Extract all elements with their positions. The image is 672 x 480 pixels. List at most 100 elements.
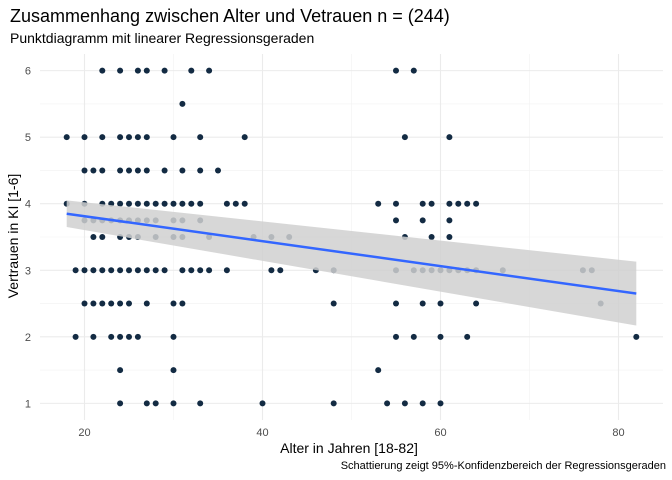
data-point xyxy=(126,200,132,207)
data-point xyxy=(464,333,471,340)
data-point xyxy=(223,267,230,274)
data-point xyxy=(117,267,124,274)
data-point xyxy=(277,267,284,274)
y-tick-label: 1 xyxy=(25,398,31,410)
data-point xyxy=(410,67,417,74)
data-point xyxy=(188,200,195,207)
data-point xyxy=(108,267,115,274)
data-point xyxy=(419,200,426,207)
data-point xyxy=(117,333,124,340)
data-point xyxy=(134,267,141,274)
data-point xyxy=(232,200,239,207)
data-point xyxy=(330,300,337,307)
data-point xyxy=(134,167,141,174)
data-point xyxy=(375,367,382,374)
chart-caption: Schattierung zeigt 95%-Konfidenzbereich … xyxy=(340,460,666,472)
y-tick-label: 2 xyxy=(25,332,31,344)
data-point xyxy=(99,134,106,141)
data-point xyxy=(206,67,213,74)
data-point xyxy=(268,267,275,274)
data-point xyxy=(134,67,141,74)
data-point xyxy=(143,300,150,307)
confidence-band-group xyxy=(66,200,637,326)
data-point xyxy=(179,300,186,307)
data-point xyxy=(464,200,471,207)
data-point xyxy=(473,300,480,307)
data-point xyxy=(446,217,453,224)
chart-subtitle: Punktdiagramm mit linearer Regressionsge… xyxy=(10,30,315,46)
y-tick-label: 6 xyxy=(25,66,31,78)
data-point xyxy=(108,333,115,340)
data-point xyxy=(197,400,204,407)
data-point xyxy=(330,400,337,407)
data-point xyxy=(633,333,640,340)
data-point xyxy=(170,367,177,374)
data-point xyxy=(419,217,426,224)
data-point xyxy=(126,300,132,307)
data-point xyxy=(393,300,399,307)
data-point xyxy=(108,300,115,307)
data-point xyxy=(437,300,444,307)
data-point xyxy=(72,267,79,274)
data-point xyxy=(375,200,382,207)
data-point xyxy=(170,134,177,141)
data-point xyxy=(206,267,213,274)
regression-line-group xyxy=(66,212,637,295)
y-tick-label: 3 xyxy=(25,265,31,277)
data-point xyxy=(72,333,79,340)
data-point xyxy=(134,200,141,207)
data-point xyxy=(437,400,444,407)
data-point xyxy=(117,167,124,174)
x-axis-title: Alter in Jahren [18-82] xyxy=(280,440,418,456)
data-point xyxy=(117,200,124,207)
data-point xyxy=(170,333,177,340)
data-point xyxy=(152,200,159,207)
data-point xyxy=(152,267,159,274)
data-point xyxy=(170,400,177,407)
data-point xyxy=(99,234,106,240)
data-point xyxy=(81,267,88,274)
data-point xyxy=(126,134,132,141)
x-tick-label: 40 xyxy=(256,427,268,439)
data-point xyxy=(455,200,462,207)
data-point xyxy=(99,67,106,74)
confidence-band xyxy=(66,200,637,326)
data-point xyxy=(117,400,124,407)
x-tick-label: 80 xyxy=(612,427,624,439)
data-point xyxy=(473,200,480,207)
x-axis-ticks: 20 40 60 80 xyxy=(78,427,624,439)
data-point xyxy=(179,267,186,274)
data-point xyxy=(143,67,150,74)
data-point xyxy=(393,67,399,74)
data-point xyxy=(117,300,124,307)
data-point xyxy=(90,234,97,240)
data-point xyxy=(161,67,168,74)
data-point xyxy=(126,333,132,340)
data-point xyxy=(99,167,106,174)
regression-line xyxy=(66,212,637,295)
data-point xyxy=(428,234,435,240)
data-point xyxy=(117,367,124,374)
data-point xyxy=(215,167,221,174)
data-point xyxy=(401,400,408,407)
data-point xyxy=(161,267,168,274)
data-point xyxy=(197,200,204,207)
data-point xyxy=(126,167,132,174)
data-point xyxy=(401,134,408,141)
data-point xyxy=(143,267,150,274)
data-point xyxy=(143,167,150,174)
data-point xyxy=(384,400,391,407)
data-point xyxy=(63,134,70,141)
data-point xyxy=(126,267,132,274)
data-point xyxy=(188,267,195,274)
data-point xyxy=(170,200,177,207)
data-point xyxy=(179,167,186,174)
data-point xyxy=(117,134,124,141)
data-point xyxy=(90,300,97,307)
chart-title: Zusammenhang zwischen Alter und Vetrauen… xyxy=(10,6,450,26)
data-point xyxy=(179,100,186,107)
data-point xyxy=(152,400,159,407)
y-tick-label: 4 xyxy=(25,199,31,211)
data-point xyxy=(259,400,266,407)
data-point xyxy=(90,167,97,174)
